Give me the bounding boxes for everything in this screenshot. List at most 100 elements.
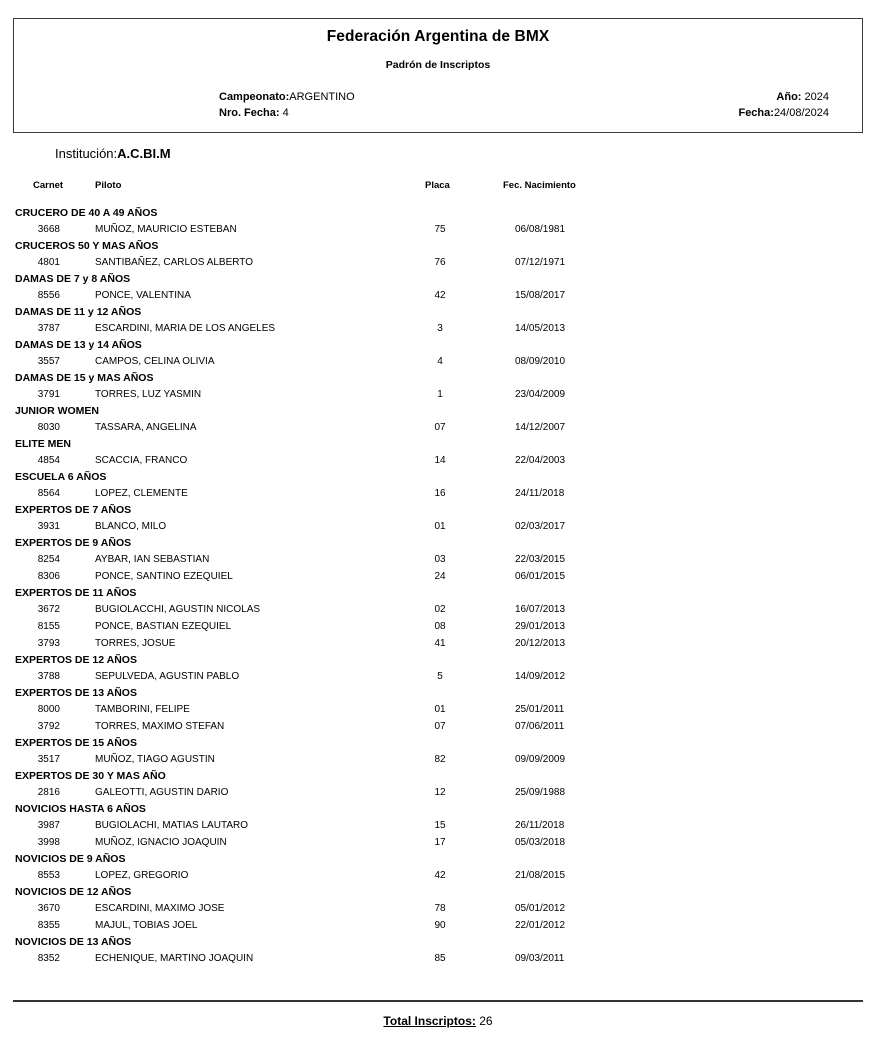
table-row: 2816 GALEOTTI, AGUSTIN DARIO 12 25/09/1988 xyxy=(0,784,877,801)
rider-placa: 78 xyxy=(434,903,446,914)
category-title: EXPERTOS DE 12 AÑOS xyxy=(15,654,137,666)
category-group: NOVICIOS HASTA 6 AÑOS 3987 BUGIOLACHI, MAT… xyxy=(0,801,877,851)
table-row: 3998 MUÑOZ, IGNACIO JOAQUIN 17 05/03/2018 xyxy=(0,834,877,851)
rider-piloto: BLANCO, MILO xyxy=(95,521,167,532)
category-title: DAMAS DE 13 y 14 AÑOS xyxy=(15,339,142,351)
nro-fecha-value: 4 xyxy=(282,107,289,119)
category-group: NOVICIOS DE 13 AÑOS 8352 ECHENIQUE, MARTIN… xyxy=(0,934,877,967)
category-group: CRUCERO DE 40 A 49 AÑOS 3668 MUÑOZ, MAURIC… xyxy=(0,205,877,238)
rider-fecha-nacimiento: 05/03/2018 xyxy=(515,837,566,848)
rider-piloto: ESCARDINI, MAXIMO JOSE xyxy=(95,903,225,914)
rider-fecha-nacimiento: 02/03/2017 xyxy=(515,521,566,532)
category-title: CRUCEROS 50 Y MAS AÑOS xyxy=(15,240,159,252)
anio-label: Año: xyxy=(776,91,802,103)
rider-fecha-nacimiento: 08/09/2010 xyxy=(515,356,566,367)
table-row: 8030 TASSARA, ANGELINA 07 14/12/2007 xyxy=(0,419,877,436)
rider-piloto: SCACCIA, FRANCO xyxy=(95,455,188,466)
rider-piloto: TORRES, MAXIMO STEFAN xyxy=(95,721,225,732)
table-row: 3792 TORRES, MAXIMO STEFAN 07 07/06/2011 xyxy=(0,718,877,735)
rider-piloto: TASSARA, ANGELINA xyxy=(95,422,197,433)
table-row: 3670 ESCARDINI, MAXIMO JOSE 78 05/01/2012 xyxy=(0,900,877,917)
category-title: EXPERTOS DE 7 AÑOS xyxy=(15,504,132,516)
rider-piloto: CAMPOS, CELINA OLIVIA xyxy=(95,356,215,367)
rider-piloto: AYBAR, IAN SEBASTIAN xyxy=(95,554,210,565)
rider-placa: 5 xyxy=(437,671,443,682)
category-group: EXPERTOS DE 9 AÑOS 8254 AYBAR, IAN SEBASTI… xyxy=(0,535,877,585)
rider-piloto: MAJUL, TOBIAS JOEL xyxy=(95,920,198,931)
category-title: EXPERTOS DE 30 Y MAS AÑO xyxy=(15,770,166,782)
rider-piloto: SEPULVEDA, AGUSTIN PABLO xyxy=(95,671,240,682)
category-title: CRUCERO DE 40 A 49 AÑOS xyxy=(15,207,158,219)
document-title: Federación Argentina de BMX xyxy=(326,28,550,45)
rider-carnet: 8306 xyxy=(37,571,60,582)
category-title: NOVICIOS DE 12 AÑOS xyxy=(15,886,132,898)
rider-placa: 82 xyxy=(434,754,446,765)
rider-carnet: 8553 xyxy=(37,870,60,881)
rider-carnet: 4854 xyxy=(37,455,60,466)
table-row: 8556 PONCE, VALENTINA 42 15/08/2017 xyxy=(0,287,877,304)
rider-piloto: TAMBORINI, FELIPE xyxy=(95,704,190,715)
rider-carnet: 3998 xyxy=(37,837,60,848)
rider-carnet: 3670 xyxy=(37,903,60,914)
category-group: NOVICIOS DE 9 AÑOS 8553 LOPEZ, GREGORIO 42 2… xyxy=(0,851,877,884)
table-column-headers: Carnet Piloto Placa Fec. Nacimiento xyxy=(0,180,877,194)
category-group: DAMAS DE 7 y 8 AÑOS 8556 PONCE, VALENTINA 4… xyxy=(0,271,877,304)
rider-fecha-nacimiento: 20/12/2013 xyxy=(515,638,566,649)
rider-fecha-nacimiento: 22/03/2015 xyxy=(515,554,566,565)
category-group: DAMAS DE 13 y 14 AÑOS 3557 CAMPOS, CELINA … xyxy=(0,337,877,370)
category-title: NOVICIOS HASTA 6 AÑOS xyxy=(15,803,146,815)
category-title: DAMAS DE 11 y 12 AÑOS xyxy=(15,306,142,318)
rider-fecha-nacimiento: 25/01/2011 xyxy=(515,704,565,715)
rider-placa: 16 xyxy=(434,488,446,499)
fecha-field: Fecha:24/08/2024 xyxy=(614,107,829,119)
rider-carnet: 2816 xyxy=(37,787,60,798)
anio-value: 2024 xyxy=(804,91,829,103)
rider-fecha-nacimiento: 14/09/2012 xyxy=(515,671,566,682)
rider-piloto: MUÑOZ, TIAGO AGUSTIN xyxy=(95,754,215,765)
rider-carnet: 3557 xyxy=(37,356,60,367)
table-row: 8564 LOPEZ, CLEMENTE 16 24/11/2018 xyxy=(0,485,877,502)
rider-piloto: MUÑOZ, IGNACIO JOAQUIN xyxy=(95,837,227,848)
rider-placa: 01 xyxy=(434,704,446,715)
rider-placa: 07 xyxy=(434,721,446,732)
category-title: EXPERTOS DE 15 AÑOS xyxy=(15,737,137,749)
rider-fecha-nacimiento: 15/08/2017 xyxy=(515,290,566,301)
rider-piloto: PONCE, VALENTINA xyxy=(95,290,191,301)
rider-carnet: 8030 xyxy=(37,422,60,433)
column-header-carnet: Carnet xyxy=(33,180,64,191)
table-row: 8553 LOPEZ, GREGORIO 42 21/08/2015 xyxy=(0,867,877,884)
table-row: 3672 BUGIOLACCHI, AGUSTIN NICOLAS 02 16/07/… xyxy=(0,601,877,618)
campeonato-label: Campeonato: xyxy=(219,91,290,103)
document-subtitle: Padrón de Inscriptos xyxy=(385,59,491,71)
category-title: EXPERTOS DE 9 AÑOS xyxy=(15,537,132,549)
rider-placa: 02 xyxy=(434,604,446,615)
rider-carnet: 8155 xyxy=(37,621,60,632)
table-row: 3931 BLANCO, MILO 01 02/03/2017 xyxy=(0,518,877,535)
category-title: DAMAS DE 15 y MAS AÑOS xyxy=(15,372,154,384)
rider-placa: 12 xyxy=(434,787,446,798)
rider-carnet: 3931 xyxy=(37,521,60,532)
rider-fecha-nacimiento: 21/08/2015 xyxy=(515,870,566,881)
column-header-placa: Placa xyxy=(425,180,450,191)
riders-listing: CRUCERO DE 40 A 49 AÑOS 3668 MUÑOZ, MAURIC… xyxy=(0,205,877,967)
rider-carnet: 8254 xyxy=(37,554,60,565)
rider-piloto: ESCARDINI, MARIA DE LOS ANGELES xyxy=(95,323,276,334)
rider-fecha-nacimiento: 29/01/2013 xyxy=(515,621,566,632)
rider-carnet: 3517 xyxy=(37,754,60,765)
rider-piloto: BUGIOLACCHI, AGUSTIN NICOLAS xyxy=(95,604,261,615)
column-header-fec-nacimiento: Fec. Nacimiento xyxy=(503,180,576,191)
table-row: 3517 MUÑOZ, TIAGO AGUSTIN 82 09/09/2009 xyxy=(0,751,877,768)
category-group: EXPERTOS DE 30 Y MAS AÑO 2816 GALEOTTI, AG… xyxy=(0,768,877,801)
table-row: 8155 PONCE, BASTIAN EZEQUIEL 08 29/01/2013 xyxy=(0,618,877,635)
category-group: ELITE MEN 4854 SCACCIA, FRANCO 14 22/04/2003 xyxy=(0,436,877,469)
rider-fecha-nacimiento: 14/05/2013 xyxy=(515,323,566,334)
category-title: NOVICIOS DE 13 AÑOS xyxy=(15,936,132,948)
rider-placa: 3 xyxy=(437,323,443,334)
rider-placa: 15 xyxy=(434,820,446,831)
rider-piloto: LOPEZ, GREGORIO xyxy=(95,870,189,881)
table-row: 4801 SANTIBAÑEZ, CARLOS ALBERTO 76 07/12/19… xyxy=(0,254,877,271)
rider-piloto: TORRES, JOSUE xyxy=(95,638,176,649)
rider-fecha-nacimiento: 06/01/2015 xyxy=(515,571,566,582)
fecha-value: 24/08/2024 xyxy=(773,107,829,119)
rider-placa: 03 xyxy=(434,554,446,565)
